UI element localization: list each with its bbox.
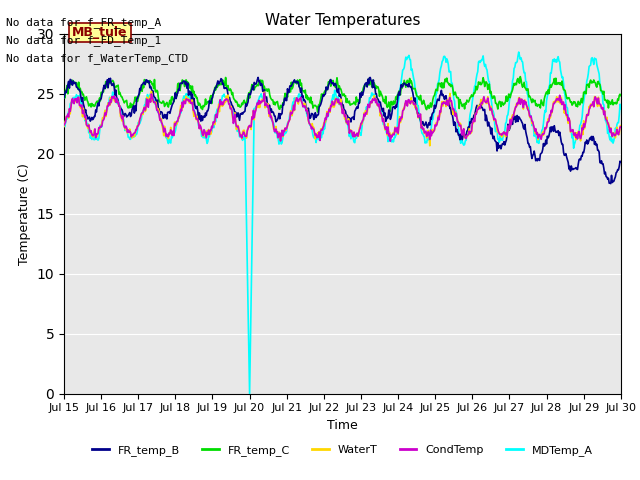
CondTemp xyxy=(387,138,394,144)
CondTemp xyxy=(260,90,268,96)
Line: CondTemp: CondTemp xyxy=(64,93,621,141)
FR_temp_C xyxy=(182,77,190,83)
Legend: FR_temp_B, FR_temp_C, WaterT, CondTemp, MDTemp_A: FR_temp_B, FR_temp_C, WaterT, CondTemp, … xyxy=(88,440,597,460)
CondTemp xyxy=(335,96,342,102)
Line: WaterT: WaterT xyxy=(64,91,621,146)
FR_temp_B xyxy=(60,95,68,101)
CondTemp xyxy=(617,124,625,130)
MDTemp_A xyxy=(617,106,625,111)
CondTemp xyxy=(390,132,397,137)
WaterT xyxy=(335,98,342,104)
FR_temp_C xyxy=(335,85,342,91)
MDTemp_A xyxy=(246,391,253,396)
MDTemp_A xyxy=(515,49,523,55)
Title: Water Temperatures: Water Temperatures xyxy=(265,13,420,28)
FR_temp_C xyxy=(444,80,451,85)
FR_temp_B xyxy=(389,104,397,110)
WaterT xyxy=(60,123,68,129)
WaterT xyxy=(148,88,156,94)
MDTemp_A xyxy=(335,95,342,100)
CondTemp xyxy=(568,128,575,133)
FR_temp_B xyxy=(335,86,342,92)
FR_temp_B xyxy=(182,79,190,85)
MDTemp_A xyxy=(60,121,68,127)
Text: No data for f_WaterTemp_CTD: No data for f_WaterTemp_CTD xyxy=(6,53,189,64)
MDTemp_A xyxy=(206,129,214,134)
WaterT xyxy=(389,131,397,136)
FR_temp_C xyxy=(516,74,524,80)
WaterT xyxy=(183,95,191,101)
Line: MDTemp_A: MDTemp_A xyxy=(64,52,621,394)
FR_temp_C xyxy=(617,93,625,98)
WaterT xyxy=(207,131,215,137)
FR_temp_B xyxy=(206,100,214,106)
X-axis label: Time: Time xyxy=(327,419,358,432)
Line: FR_temp_B: FR_temp_B xyxy=(64,77,621,183)
MDTemp_A xyxy=(444,58,451,64)
Text: No data for f_FR_temp_A: No data for f_FR_temp_A xyxy=(6,17,162,28)
FR_temp_C xyxy=(568,99,575,105)
Line: FR_temp_C: FR_temp_C xyxy=(64,77,621,112)
WaterT xyxy=(568,128,575,133)
CondTemp xyxy=(445,103,452,108)
MDTemp_A xyxy=(568,129,575,134)
FR_temp_B xyxy=(254,74,262,80)
FR_temp_B xyxy=(617,159,625,165)
CondTemp xyxy=(182,96,190,102)
FR_temp_C xyxy=(314,109,321,115)
CondTemp xyxy=(206,128,214,133)
FR_temp_C xyxy=(389,102,397,108)
FR_temp_B xyxy=(566,168,574,174)
FR_temp_C xyxy=(60,91,68,97)
Text: No data for f_FD_Temp_1: No data for f_FD_Temp_1 xyxy=(6,35,162,46)
WaterT xyxy=(445,102,452,108)
FR_temp_B xyxy=(607,180,614,186)
WaterT xyxy=(617,123,625,129)
MDTemp_A xyxy=(389,137,397,143)
FR_temp_B xyxy=(444,99,451,105)
Text: MB_tule: MB_tule xyxy=(72,26,127,39)
FR_temp_C xyxy=(206,95,214,100)
CondTemp xyxy=(60,122,68,128)
Y-axis label: Temperature (C): Temperature (C) xyxy=(18,163,31,264)
MDTemp_A xyxy=(182,91,190,96)
WaterT xyxy=(426,143,434,149)
